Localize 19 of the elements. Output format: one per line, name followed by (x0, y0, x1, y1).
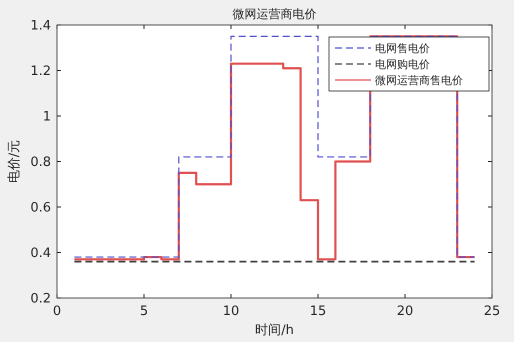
y-tick-label: 0.6 (30, 200, 51, 216)
y-tick-label: 0.8 (30, 155, 51, 170)
y-tick-label: 0.4 (30, 246, 51, 261)
x-tick-label: 10 (222, 304, 240, 319)
y-tick-label: 1.2 (30, 64, 51, 79)
x-tick-label: 0 (52, 304, 62, 319)
x-tick-label: 25 (484, 304, 500, 319)
legend-label: 微网运营商售电价 (375, 74, 463, 87)
x-axis-title: 时间/h (255, 323, 294, 338)
chart-title: 微网运营商电价 (232, 7, 316, 21)
x-tick-label: 5 (140, 304, 148, 319)
legend-label: 电网售电价 (375, 42, 430, 55)
legend-label: 电网购电价 (375, 58, 430, 71)
y-tick-label: 0.2 (30, 292, 51, 306)
x-tick-label: 20 (396, 304, 414, 319)
y-tick-label: 1 (42, 110, 51, 124)
y-tick-label: 1.4 (30, 18, 51, 34)
y-axis-title: 电价/元 (7, 140, 22, 184)
x-tick-label: 15 (310, 304, 326, 319)
